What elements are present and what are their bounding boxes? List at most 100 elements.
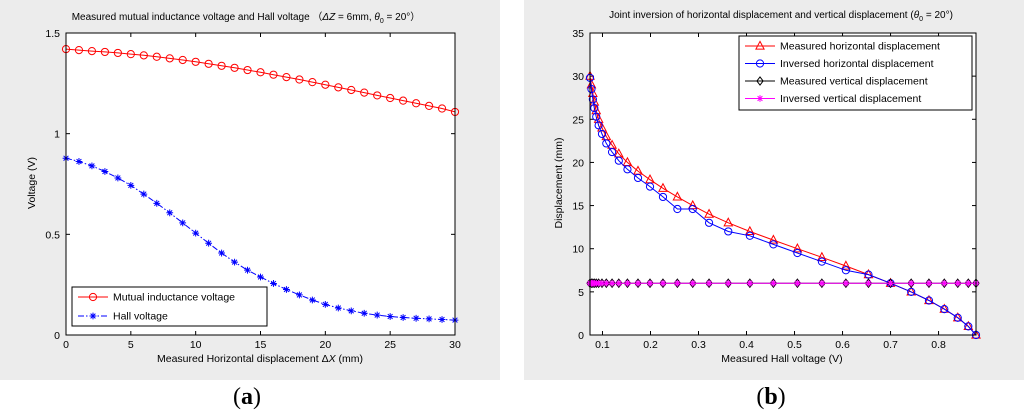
data-point — [425, 315, 433, 323]
caption-b: (b) — [756, 384, 786, 410]
data-point — [841, 266, 850, 275]
data-point — [360, 309, 368, 317]
data-point — [689, 279, 697, 287]
legend-label: Inversed vertical displacement — [780, 93, 921, 105]
data-point — [218, 249, 225, 257]
data-point — [308, 78, 317, 87]
data-point — [865, 279, 872, 287]
data-point — [424, 101, 434, 110]
data-point — [842, 279, 850, 287]
x-tick-label: 5 — [128, 339, 134, 351]
data-point — [153, 199, 161, 207]
data-point — [925, 279, 933, 287]
data-point — [769, 279, 777, 287]
x-tick-label: 0 — [63, 339, 69, 351]
x-tick-label: 0.3 — [691, 339, 706, 351]
data-point — [204, 59, 213, 68]
data-point — [705, 279, 713, 287]
x-tick-label: 0.1 — [595, 339, 610, 351]
data-point — [594, 121, 603, 130]
data-point — [126, 50, 135, 59]
data-point — [373, 91, 382, 100]
data-point — [438, 316, 446, 323]
chart-b-xlabel: Measured Hall voltage (V) — [721, 353, 842, 365]
legend-marker — [756, 76, 764, 86]
legend-label: Measured horizontal displacement — [780, 41, 940, 53]
legend: Mutual inductance voltage Hall voltage — [71, 286, 268, 327]
data-point — [818, 279, 826, 287]
data-point — [615, 279, 623, 287]
chart-a-xlabel: Measured Horizontal displacement ΔX (mm) — [157, 353, 363, 365]
data-point — [386, 313, 394, 320]
y-tick-label: 1 — [54, 129, 60, 141]
series-line — [589, 77, 977, 336]
data-point — [658, 192, 668, 202]
x-tick-label: 30 — [449, 339, 461, 351]
data-point — [217, 61, 226, 70]
data-point — [74, 46, 84, 55]
chart-b-ylabel: Displacement (mm) — [553, 137, 565, 228]
x-tick-label: 0.8 — [931, 339, 946, 351]
y-tick-label: 0 — [54, 330, 60, 342]
legend-label: Inversed horizontal displacement — [780, 58, 934, 70]
data-point — [645, 182, 655, 191]
data-point — [769, 240, 778, 249]
data-point — [704, 208, 714, 218]
x-tick-label: 0.7 — [883, 339, 898, 351]
y-tick-label: 30 — [572, 71, 584, 83]
data-point — [230, 63, 239, 72]
x-tick-label: 20 — [319, 339, 331, 351]
data-point — [646, 279, 654, 287]
data-point — [347, 85, 356, 95]
legend-box — [738, 35, 973, 111]
data-point — [768, 234, 779, 244]
data-point — [282, 72, 291, 82]
data-point — [386, 93, 395, 103]
x-tick-label: 0.2 — [643, 339, 658, 351]
y-tick-label: 0 — [578, 330, 584, 342]
legend: Measured horizontal displacement Inversed… — [738, 35, 973, 111]
legend-box — [71, 286, 268, 327]
chart-a-ylabel: Voltage (V) — [26, 157, 38, 209]
data-point — [256, 68, 265, 77]
data-point — [724, 279, 732, 287]
data-point — [334, 304, 342, 312]
data-point — [412, 314, 420, 322]
data-point — [373, 311, 381, 319]
data-point — [179, 219, 187, 227]
data-point — [598, 279, 606, 287]
data-point — [816, 251, 827, 261]
legend-marker — [755, 40, 765, 50]
data-point — [659, 279, 667, 287]
data-point — [688, 204, 697, 214]
data-point — [658, 182, 668, 192]
data-point — [283, 286, 290, 293]
data-point — [592, 112, 601, 121]
data-point — [127, 182, 135, 189]
data-point — [321, 300, 329, 308]
data-point — [399, 96, 408, 105]
axes-frame — [65, 32, 456, 336]
data-point — [437, 104, 447, 113]
data-point — [308, 296, 316, 304]
data-point — [840, 260, 851, 270]
data-point — [723, 217, 734, 227]
data-point — [744, 225, 755, 236]
data-point — [152, 52, 161, 61]
data-point — [673, 279, 681, 287]
data-point — [794, 279, 801, 287]
data-point — [269, 70, 278, 79]
data-point — [321, 80, 330, 89]
y-tick-label: 15 — [572, 201, 584, 213]
chart-b: Joint inversion of horizontal displaceme… — [553, 10, 981, 365]
data-point — [334, 83, 343, 92]
data-point — [192, 229, 200, 237]
data-point — [140, 190, 148, 198]
y-tick-label: 35 — [572, 28, 584, 40]
series-line — [65, 48, 456, 113]
data-point — [745, 231, 754, 240]
data-point — [587, 84, 596, 94]
data-point — [940, 279, 948, 287]
data-point — [673, 204, 682, 214]
data-point — [634, 279, 642, 287]
